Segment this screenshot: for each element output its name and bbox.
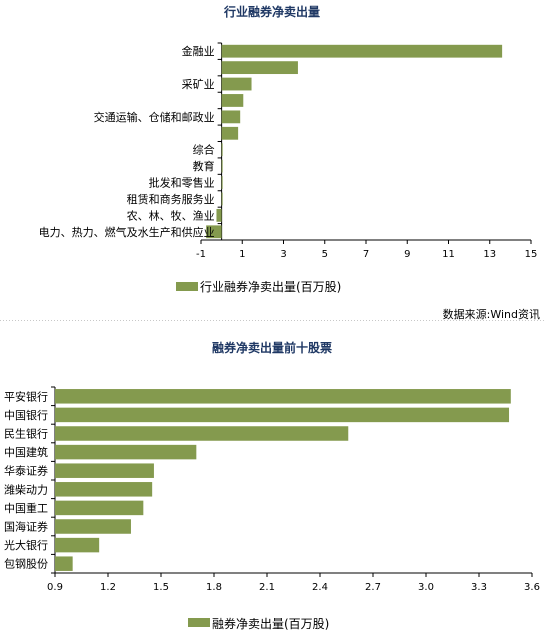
c2-bar (55, 482, 153, 497)
chart1-title: 行业融券净卖出量 (223, 4, 320, 19)
c2-bar (55, 407, 510, 423)
source-note: 数据来源:Wind资讯 (443, 307, 540, 321)
c1-x-tick-label: 9 (404, 249, 410, 260)
c1-category-label: 交通运输、仓储和邮政业 (94, 110, 215, 124)
chart2-bars (55, 389, 511, 571)
c2-bar (55, 537, 100, 553)
c1-x-tick-label: 5 (322, 249, 328, 260)
c1-bar (206, 225, 222, 239)
c1-bar (221, 176, 223, 189)
chart1-bars (206, 44, 503, 239)
c2-category-label: 国海证券 (4, 520, 48, 534)
chart1-category-labels: 金融业采矿业交通运输、仓储和邮政业综合教育批发和零售业租赁和商务服务业农、林、牧… (39, 44, 215, 239)
c2-category-label: 包钢股份 (4, 558, 48, 571)
c1-x-tick-label: 3 (280, 249, 286, 260)
c2-bar (55, 500, 144, 516)
c2-category-label: 华泰证券 (4, 464, 48, 478)
c2-category-label: 中国建筑 (4, 445, 48, 459)
c1-category-label: 农、林、牧、渔业 (127, 208, 215, 222)
c2-category-label: 光大银行 (4, 538, 48, 552)
c2-x-tick-label: 1.2 (100, 582, 116, 593)
c2-bar (55, 463, 154, 478)
c2-x-tick-label: 2.4 (312, 582, 328, 593)
c1-x-tick-label: 1 (239, 249, 245, 260)
c2-category-label: 潍柴动力 (4, 482, 48, 496)
c1-category-label: 教育 (193, 159, 215, 173)
c2-category-label: 民生银行 (4, 427, 48, 441)
c2-x-tick-label: 2.1 (259, 582, 275, 593)
c1-x-tick-label: 15 (525, 249, 538, 260)
c1-bar (221, 44, 503, 58)
c2-x-tick-label: 3.3 (471, 582, 487, 593)
c2-bar (55, 519, 131, 534)
c1-category-label: 批发和零售业 (149, 176, 215, 190)
c2-category-label: 中国重工 (4, 501, 48, 515)
c2-x-tick-label: 1.5 (153, 582, 169, 593)
c2-bar (55, 426, 349, 441)
chart2-legend-label: 融券净卖出量(百万股) (212, 616, 329, 631)
c2-x-tick-label: 3.0 (418, 582, 434, 593)
chart1-axes (200, 42, 532, 244)
c1-bar (221, 61, 298, 75)
chart1-legend-swatch (176, 282, 198, 291)
c1-bar (221, 110, 241, 124)
c1-bar (221, 192, 223, 206)
c1-bar (221, 159, 223, 173)
c1-bar (221, 143, 223, 157)
c2-bar (55, 556, 73, 571)
c2-x-tick-label: 1.8 (206, 582, 222, 593)
c1-category-label: 租赁和商务服务业 (127, 192, 215, 206)
c1-x-tick-label: -1 (196, 249, 206, 260)
chart2-title: 融券净卖出量前十股票 (212, 340, 332, 355)
c2-category-label: 平安银行 (4, 389, 48, 403)
c1-category-label: 金融业 (182, 44, 215, 58)
c1-category-label: 综合 (193, 143, 215, 157)
c1-bar (216, 208, 222, 222)
c2-bar (55, 389, 511, 404)
chart1-legend-label: 行业融券净卖出量(百万股) (200, 279, 341, 294)
c1-bar (221, 77, 252, 91)
c1-x-tick-label: 13 (483, 249, 496, 260)
c1-x-tick-label: 11 (442, 249, 455, 260)
c1-category-label: 采矿业 (182, 78, 215, 91)
chart1-tick-labels: -1 1 3 5 7 9 11 13 15 (196, 249, 537, 260)
c2-x-tick-label: 3.6 (524, 582, 540, 593)
c2-x-tick-label: 0.9 (47, 582, 63, 593)
c2-bar (55, 444, 197, 460)
c1-x-tick-label: 7 (363, 249, 369, 260)
c2-category-label: 中国银行 (4, 408, 48, 422)
c1-bar (221, 94, 244, 107)
chart2-legend-swatch (188, 618, 210, 627)
c1-bar (221, 126, 239, 140)
c2-x-tick-label: 2.7 (365, 582, 381, 593)
c1-category-label: 电力、热力、燃气及水生产和供应业 (39, 225, 215, 239)
chart2-tick-labels: 0.9 1.2 1.5 1.8 2.1 2.4 2.7 3.0 3.3 3.6 (47, 582, 540, 593)
